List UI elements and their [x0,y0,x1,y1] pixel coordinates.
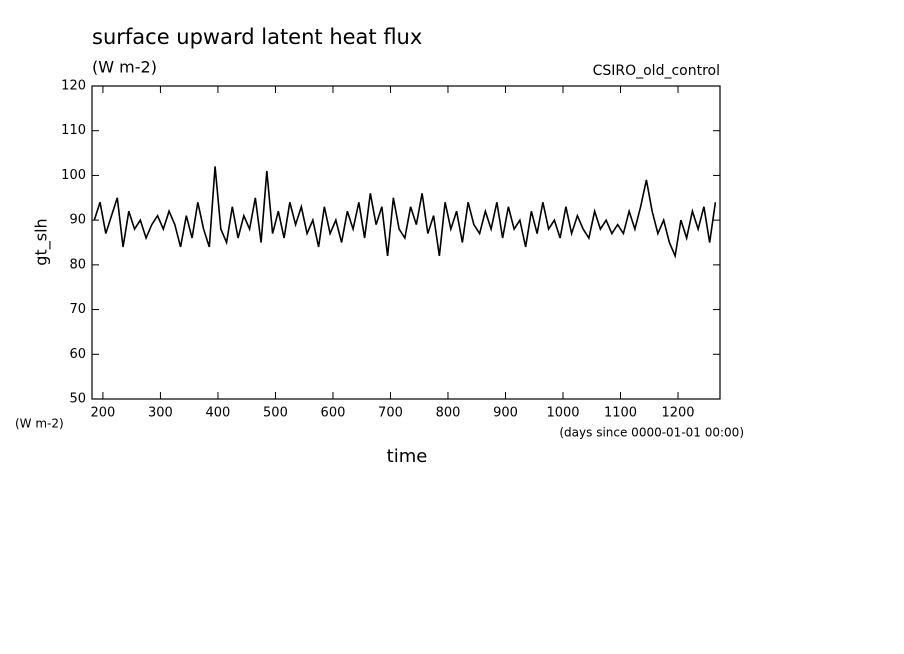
x-tick-label: 400 [206,406,231,421]
chart-subtitle: (W m-2) [92,58,157,77]
chart-title: surface upward latent heat flux [92,25,422,49]
y-tick-label: 60 [69,347,86,362]
y-axis-label: gt_slh [32,218,52,265]
y-tick-label: 50 [69,392,86,407]
x-units: (days since 0000-01-01 00:00) [559,426,744,440]
x-tick-label: 900 [493,406,518,421]
y-tick-label: 70 [69,302,86,317]
y-tick-label: 120 [61,79,86,94]
x-tick-label: 600 [321,406,346,421]
annotation: CSIRO_old_control [593,63,720,79]
plot-frame [91,85,721,400]
y-tick-label: 90 [69,213,86,228]
x-tick-label: 800 [436,406,461,421]
y-units: (W m-2) [15,417,64,431]
x-tick-label: 1000 [546,406,579,421]
y-tick-label: 80 [69,257,86,272]
data-line [93,166,717,259]
y-tick-label: 110 [61,123,86,138]
x-tick-label: 200 [91,406,116,421]
x-tick-label: 1200 [661,406,694,421]
x-tick-label: 300 [148,406,173,421]
x-tick-label: 500 [263,406,288,421]
x-tick-label: 700 [378,406,403,421]
y-tick-label: 100 [61,168,86,183]
x-axis-label: time [387,446,428,467]
x-tick-label: 1100 [604,406,637,421]
